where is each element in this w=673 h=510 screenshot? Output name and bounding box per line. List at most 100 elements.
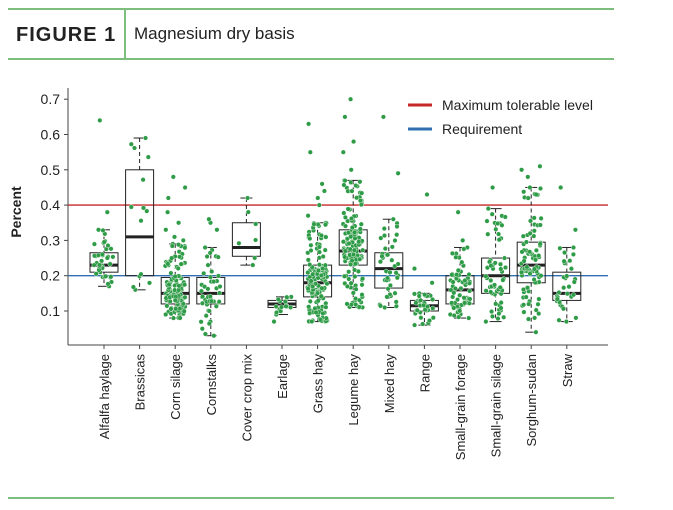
data-point: [91, 262, 97, 268]
data-point: [496, 311, 502, 317]
y-tick-label: 0.6: [41, 127, 61, 143]
data-point: [307, 149, 313, 155]
data-point: [173, 306, 179, 312]
data-point: [492, 260, 498, 266]
data-point: [95, 227, 101, 233]
data-point: [561, 285, 567, 291]
data-point: [320, 311, 326, 317]
data-point: [527, 230, 533, 236]
data-point: [310, 283, 316, 289]
data-point: [490, 184, 496, 190]
data-point: [462, 300, 468, 306]
data-point: [567, 258, 573, 264]
data-point: [352, 235, 358, 241]
data-point: [213, 303, 219, 309]
x-tick-label: Earlage: [275, 354, 290, 399]
data-point: [354, 195, 360, 201]
data-point: [459, 259, 465, 265]
data-point: [307, 310, 313, 316]
data-point: [315, 298, 321, 304]
box-iqr: [516, 241, 546, 284]
data-point: [352, 274, 358, 280]
data-point: [485, 231, 491, 237]
data-point: [493, 226, 499, 232]
data-point: [308, 278, 314, 284]
data-point: [344, 283, 350, 289]
data-point: [430, 297, 436, 303]
data-point: [412, 322, 418, 328]
data-point: [492, 282, 498, 288]
data-point: [462, 278, 468, 284]
data-point: [519, 249, 525, 255]
data-point: [323, 304, 329, 310]
data-point: [429, 280, 435, 286]
data-point: [385, 275, 391, 281]
x-tick-label: Alfalfa haylage: [97, 354, 112, 439]
data-point: [319, 285, 325, 291]
data-point: [483, 319, 489, 325]
data-point: [309, 319, 315, 325]
data-point: [378, 303, 384, 309]
box-group: [231, 197, 261, 266]
y-tick-label: 0.7: [41, 91, 61, 107]
data-point: [316, 244, 322, 250]
data-point: [312, 305, 318, 311]
data-point: [205, 286, 211, 292]
data-point: [485, 206, 491, 212]
data-point: [414, 307, 420, 313]
data-point: [105, 242, 111, 248]
data-point: [322, 262, 328, 268]
data-point: [131, 145, 137, 151]
data-point: [467, 280, 473, 286]
box-iqr: [231, 222, 261, 257]
data-point: [207, 274, 213, 280]
data-point: [519, 269, 525, 275]
x-tick-label: Corn silage: [168, 354, 183, 420]
legend: Maximum tolerable level Requirement: [408, 97, 593, 137]
data-point: [342, 114, 348, 120]
data-point: [450, 294, 456, 300]
data-point: [495, 220, 501, 226]
data-point: [533, 247, 539, 253]
data-point: [357, 179, 363, 185]
data-point: [206, 216, 212, 222]
data-point: [215, 273, 221, 279]
data-point: [318, 272, 324, 278]
data-point: [130, 284, 136, 290]
data-point: [348, 261, 354, 267]
data-point: [207, 250, 213, 256]
data-point: [310, 271, 316, 277]
data-point: [356, 297, 362, 303]
data-point: [273, 304, 279, 310]
data-point: [323, 234, 329, 240]
data-point: [245, 195, 251, 201]
y-tick-label: 0.3: [41, 232, 61, 248]
data-point: [523, 239, 529, 245]
box-group: [125, 137, 155, 291]
data-point: [533, 307, 539, 313]
data-point: [168, 306, 174, 312]
data-point: [520, 233, 526, 239]
data-point: [461, 295, 467, 301]
data-point: [347, 246, 353, 252]
data-point: [305, 286, 311, 292]
data-point: [425, 304, 431, 310]
data-point: [214, 227, 220, 233]
data-point: [389, 257, 395, 263]
data-point: [387, 269, 393, 275]
data-point: [499, 222, 505, 228]
data-point: [340, 239, 346, 245]
data-point: [360, 247, 366, 253]
data-point: [456, 314, 462, 320]
data-point: [377, 259, 383, 265]
data-point: [164, 303, 170, 309]
data-point: [175, 265, 181, 271]
data-point: [501, 314, 507, 320]
y-tick-label: 0.2: [41, 268, 61, 284]
data-point: [342, 214, 348, 220]
box-group: [552, 246, 582, 323]
data-point: [412, 291, 418, 297]
data-point: [165, 261, 171, 267]
data-point: [493, 301, 499, 307]
data-point: [536, 311, 542, 317]
